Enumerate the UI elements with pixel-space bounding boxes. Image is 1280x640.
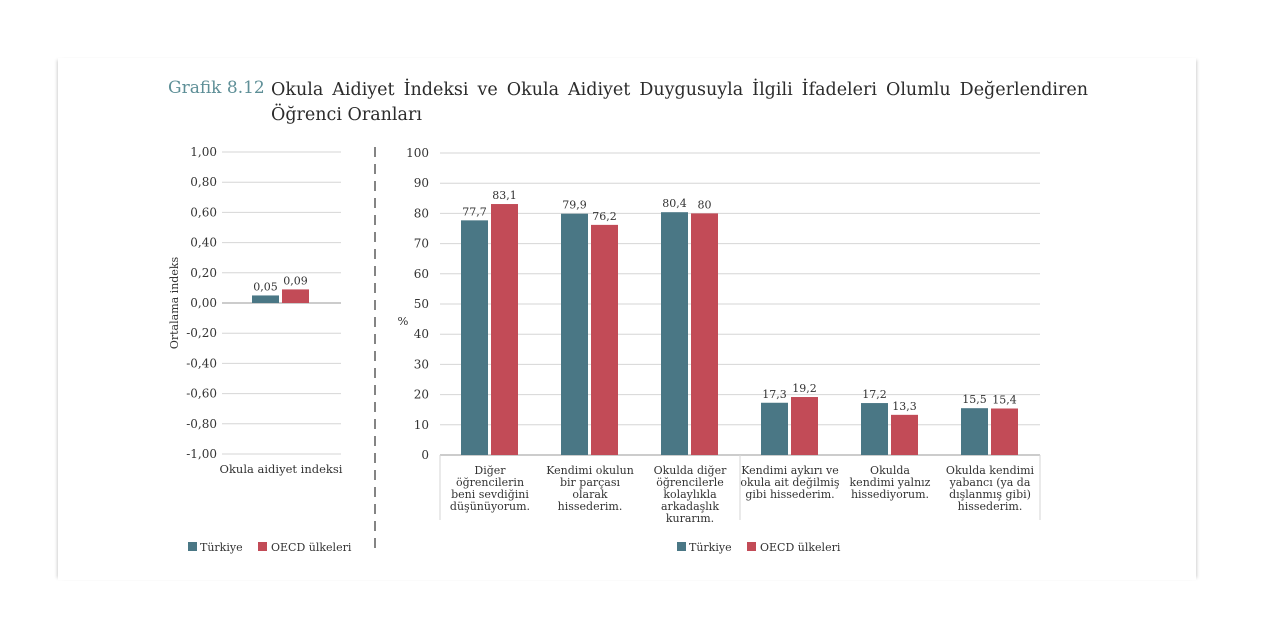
bar-turkiye [661,212,688,455]
y-tick-label: 0 [421,448,429,462]
y-tick-label: -1,00 [186,447,217,461]
x-category-label-line: Okulda kendimi [946,464,1035,477]
data-label: 80 [698,198,712,211]
x-category-label-line: öğrencilerin [456,476,524,489]
bar-turkiye [961,408,988,455]
y-tick-label: -0,60 [186,387,217,401]
data-label: 15,5 [962,393,987,406]
x-category-label-line: hissediyorum. [851,488,929,501]
x-category-label-line: gibi hissederim. [745,488,834,501]
y-tick-label: -0,40 [186,356,217,370]
y-tick-label: 0,20 [190,266,217,280]
data-label: 83,1 [492,189,517,202]
bar-turkiye [252,295,279,303]
y-tick-label: -0,80 [186,417,217,431]
data-label: 79,9 [562,199,587,212]
bar-oecd [491,204,518,455]
y-tick-label: 0,00 [190,296,217,310]
data-label: 13,3 [892,400,917,413]
y-tick-label: 100 [406,146,429,160]
bar-oecd [891,414,918,455]
x-category-label: Okulda kendimi yabancı (ya da dışlanmış gi… [946,464,1035,513]
y-tick-label: 90 [414,176,429,190]
y-tick-label: 80 [414,206,429,220]
data-label: 17,3 [762,388,787,401]
figure-number: Grafik 8.12 [168,78,265,98]
bar-oecd [691,213,718,455]
data-label: 0,09 [283,274,308,287]
x-category-label-line: yabancı (ya da [949,476,1031,489]
x-category-label-line: olarak [572,488,608,501]
x-category-label: Okulda kendimi yalnız hissediyorum. [850,464,931,501]
x-category-label-line: Diğer [474,464,506,477]
document-page [58,58,1196,580]
x-category-label-line: Kendimi okulun [546,464,634,477]
x-category-label-line: Okulda [870,464,910,477]
legend-label-turkiye: Türkiye [200,541,243,554]
data-label: 0,05 [253,280,278,293]
data-label: 76,2 [592,210,617,223]
bar-oecd [991,408,1018,455]
bar-turkiye [461,220,488,455]
x-category-label: Diğer öğrencilerin beni sevdiğini düşünüyor… [450,464,530,513]
index-chart: 1,00 0,80 0,60 0,40 0,20 0,00 -0,20 -0,40 -0,60 -… [168,145,352,554]
y-axis-label: % [398,314,409,328]
x-category-label-line: kurarım. [666,512,714,525]
figure-title: Okula Aidiyet İndeksi ve Okula Aidiyet D… [271,80,1088,125]
legend-swatch-oecd [258,542,267,551]
bar-oecd [282,289,309,303]
x-category-label-line: Okulda diğer [654,464,727,477]
data-label: 77,7 [462,205,487,218]
legend-label-turkiye: Türkiye [689,541,732,554]
x-category-label-line: hissederim. [958,500,1023,513]
y-tick-label: 40 [414,327,429,341]
data-label: 17,2 [862,388,887,401]
y-tick-label: 70 [414,237,429,251]
y-tick-label: 60 [414,267,429,281]
legend-swatch-oecd [747,542,756,551]
x-category-label: Okulda diğer öğrencilerle kolaylıkla arkada… [654,464,727,525]
x-category-label-line: beni sevdiğini [451,488,529,501]
x-category-label: Okula aidiyet indeksi [220,462,343,476]
bar-turkiye [861,403,888,455]
y-tick-label: -0,20 [186,326,217,340]
bar-turkiye [561,213,588,455]
data-label: 19,2 [792,382,817,395]
data-label: 80,4 [662,197,687,210]
y-tick-label: 10 [414,418,429,432]
bar-turkiye [761,402,788,455]
x-category-label-line: okula ait değilmiş [740,476,840,489]
chart-divider [374,147,376,553]
x-category-label-line: Kendimi aykırı ve [741,464,838,477]
x-category-label-line: dışlanmış gibi) [949,488,1031,501]
y-tick-label: 30 [414,357,429,371]
y-tick-label: 0,40 [190,236,217,250]
x-category-label-line: hissederim. [558,500,623,513]
x-category-label: Kendimi okulun bir parçası olarak hissederi… [546,464,634,513]
y-tick-label: 50 [414,297,429,311]
x-category-label-line: kolaylıkla [663,488,717,501]
y-tick-label: 0,80 [190,175,217,189]
legend-swatch-turkiye [677,542,686,551]
legend-label-oecd: OECD ülkeleri [271,541,352,554]
legend-label-oecd: OECD ülkeleri [760,541,841,554]
x-category-label-line: öğrencilerle [656,476,724,489]
bar-oecd [791,397,818,455]
y-tick-label: 1,00 [190,145,217,159]
x-category-label-line: arkadaşlık [661,500,719,513]
x-category-label-line: kendimi yalnız [850,476,931,489]
bar-oecd [591,224,618,455]
y-axis-label: Ortalama indeks [168,257,181,350]
x-category-label-line: düşünüyorum. [450,500,530,513]
x-category-label: Kendimi aykırı ve okula ait değilmiş gibi … [740,464,840,501]
y-tick-label: 20 [414,388,429,402]
x-category-label-line: bir parçası [560,476,621,489]
data-label: 15,4 [992,393,1017,406]
legend-swatch-turkiye [188,542,197,551]
y-tick-label: 0,60 [190,205,217,219]
